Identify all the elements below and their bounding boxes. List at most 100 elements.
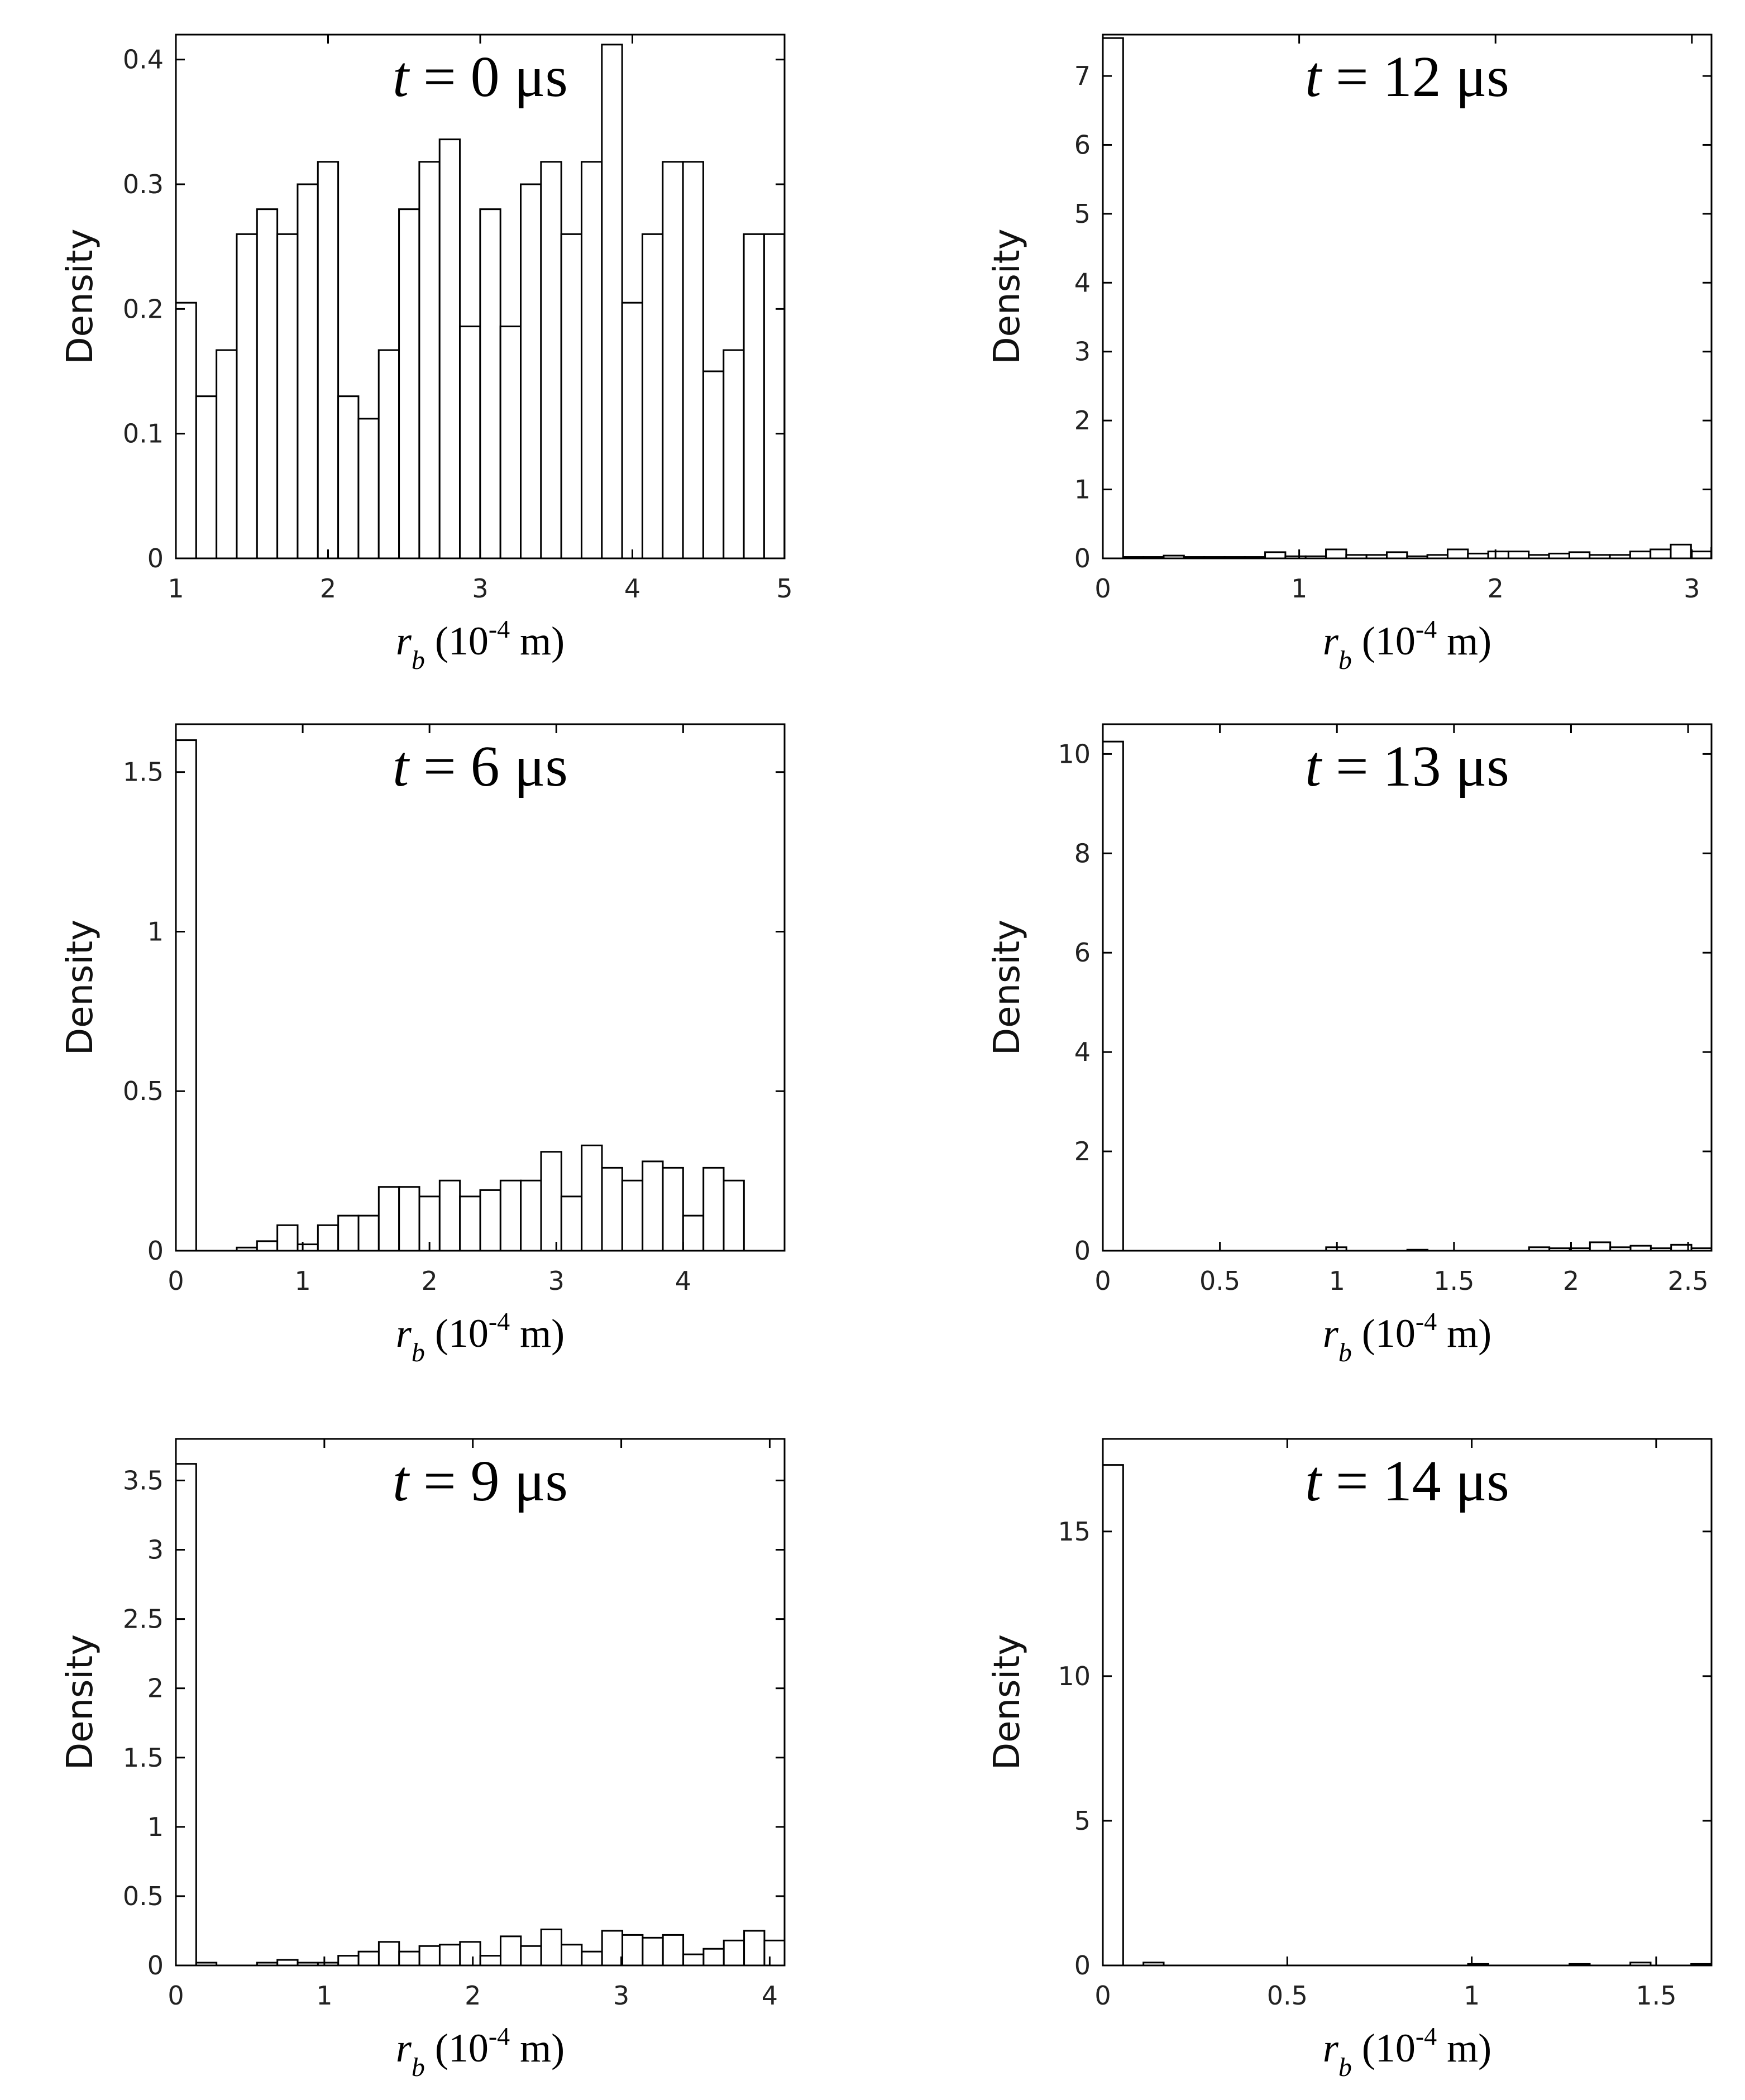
plot-frame bbox=[1102, 34, 1713, 559]
x-label-unit-suffix: m) bbox=[1437, 619, 1491, 663]
y-axis-label: Density bbox=[987, 1634, 1028, 1770]
histogram-bar bbox=[398, 1950, 420, 1967]
x-tick-label: 2 bbox=[465, 1981, 481, 2011]
histogram-bar bbox=[621, 1179, 644, 1252]
x-label-subscript: b bbox=[412, 2053, 425, 2082]
plot-frame bbox=[1102, 723, 1713, 1252]
histogram-bar bbox=[540, 161, 562, 559]
x-label-unit-prefix: (10 bbox=[1352, 1311, 1416, 1356]
histogram-bar bbox=[702, 370, 725, 559]
y-tick-label: 2 bbox=[147, 1673, 164, 1704]
y-axis-label: Density bbox=[60, 1634, 101, 1770]
histogram-bar bbox=[438, 1944, 461, 1967]
x-label-unit-prefix: (10 bbox=[1352, 2026, 1416, 2070]
y-axis-label: Density bbox=[60, 228, 101, 364]
y-tick-label: 10 bbox=[1058, 739, 1091, 769]
x-tick-label: 1 bbox=[316, 1981, 332, 2011]
histogram-bar bbox=[175, 1463, 197, 1967]
histogram-bar bbox=[520, 1945, 542, 1967]
y-tick-label: 0 bbox=[1074, 543, 1091, 573]
y-tick-label: 0 bbox=[147, 543, 164, 573]
x-tick-label: 4 bbox=[675, 1266, 691, 1296]
histogram-bar bbox=[357, 1214, 380, 1252]
y-tick-label: 0.2 bbox=[123, 294, 164, 324]
histogram-bar bbox=[337, 1955, 360, 1967]
panel-title: t = 9 μs bbox=[393, 1449, 568, 1513]
title-variable: t bbox=[1305, 734, 1322, 798]
y-tick-label: 3.5 bbox=[123, 1465, 164, 1495]
histogram-panel: 0 1 2 3 4 0 0.5 1 1.5 Density t = 6 μs rb (10-4 m) bbox=[60, 723, 786, 1367]
x-tick-label: 1 bbox=[1329, 1266, 1345, 1296]
title-variable: t bbox=[393, 1449, 410, 1513]
histogram-bar bbox=[337, 395, 360, 559]
panel-title: t = 13 μs bbox=[1305, 734, 1509, 798]
x-tick-label: 1.5 bbox=[1636, 1981, 1676, 2011]
y-tick-label: 0.5 bbox=[123, 1076, 164, 1106]
histogram-panel: 1 2 3 4 5 0 0.1 0.2 0.3 0.4 Density t = 0 μs rb (10-… bbox=[60, 34, 793, 675]
plot-frame bbox=[175, 723, 786, 1252]
histogram-bar bbox=[621, 302, 643, 559]
x-label-exponent: -4 bbox=[1416, 2022, 1437, 2050]
plot-frame bbox=[1102, 1438, 1713, 1967]
y-tick-label: 7 bbox=[1074, 61, 1091, 91]
histogram-bar bbox=[1487, 551, 1509, 559]
x-axis-label: rb (10-4 m) bbox=[396, 1307, 565, 1367]
y-tick-label: 5 bbox=[1074, 1806, 1091, 1836]
title-variable: t bbox=[393, 45, 410, 109]
histogram-bar bbox=[561, 1944, 583, 1967]
histogram-panel: 0 0.5 1 1.5 2 2.5 0 2 4 6 8 10 Density t = 13 μs rb (1… bbox=[987, 723, 1713, 1367]
title-value: = 0 μs bbox=[409, 45, 568, 109]
y-tick-label: 1 bbox=[147, 916, 164, 946]
histogram-bar bbox=[763, 1939, 786, 1967]
histogram-bar bbox=[317, 161, 340, 559]
histogram-bar bbox=[601, 1930, 624, 1967]
x-label-exponent: -4 bbox=[489, 615, 510, 643]
x-tick-label: 2 bbox=[1488, 573, 1504, 604]
y-tick-label: 2 bbox=[1074, 1136, 1091, 1166]
histogram-bar bbox=[581, 1950, 603, 1967]
histogram-bar bbox=[418, 1945, 441, 1967]
histogram-bar bbox=[175, 739, 197, 1252]
histogram-bar bbox=[236, 233, 258, 559]
histogram-bar bbox=[398, 1186, 420, 1252]
x-tick-label: 1 bbox=[294, 1266, 310, 1296]
x-tick-label: 1.5 bbox=[1433, 1266, 1474, 1296]
x-label-unit-prefix: (10 bbox=[425, 619, 489, 663]
histogram-bar bbox=[560, 1195, 583, 1252]
x-label-subscript: b bbox=[1338, 2053, 1352, 2082]
histogram-bar bbox=[256, 208, 279, 559]
histogram-panel: 0 0.5 1 1.5 0 5 10 15 Density t = 14 μs rb (10-4 m… bbox=[987, 1438, 1713, 2082]
x-label-subscript: b bbox=[1338, 1338, 1352, 1367]
x-tick-label: 0 bbox=[1094, 1266, 1111, 1296]
histogram-bar bbox=[540, 1151, 562, 1252]
histogram-bar bbox=[743, 1930, 766, 1967]
histogram-bar bbox=[459, 326, 481, 559]
panel-title: t = 12 μs bbox=[1305, 45, 1509, 109]
y-tick-label: 1 bbox=[147, 1812, 164, 1842]
x-axis-label: rb (10-4 m) bbox=[396, 2022, 565, 2082]
histogram-bar bbox=[1102, 740, 1124, 1252]
histogram-bar bbox=[662, 1166, 684, 1252]
title-value: = 12 μs bbox=[1321, 45, 1509, 109]
histogram-bar bbox=[337, 1214, 360, 1252]
histogram-bar bbox=[1650, 548, 1672, 559]
histogram-bar bbox=[1102, 37, 1124, 559]
histogram-bar bbox=[195, 395, 218, 559]
histogram-bar bbox=[1386, 551, 1408, 559]
y-tick-label: 4 bbox=[1074, 267, 1091, 298]
x-label-subscript: b bbox=[1338, 645, 1352, 675]
panel-title: t = 14 μs bbox=[1305, 1449, 1509, 1513]
y-axis-label: Density bbox=[60, 920, 101, 1055]
histogram-bar bbox=[1325, 548, 1347, 559]
title-variable: t bbox=[393, 734, 410, 798]
histogram-bar bbox=[297, 183, 319, 559]
plot-frame bbox=[175, 1438, 786, 1967]
x-label-exponent: -4 bbox=[489, 2022, 510, 2050]
x-tick-label: 0.5 bbox=[1199, 1266, 1240, 1296]
histogram-bar bbox=[479, 1955, 501, 1967]
y-tick-label: 0.1 bbox=[123, 419, 164, 449]
x-tick-label: 0 bbox=[1094, 573, 1111, 604]
title-value: = 14 μs bbox=[1321, 1449, 1509, 1513]
histogram-bar bbox=[682, 1214, 705, 1252]
x-tick-label: 1 bbox=[1291, 573, 1307, 604]
